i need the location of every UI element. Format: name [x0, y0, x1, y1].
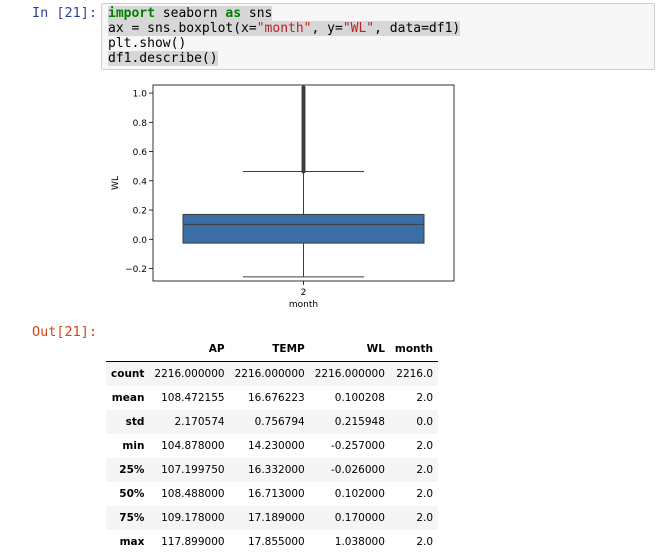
code-line-1: import seaborn as sns [108, 6, 273, 21]
code-text: seaborn [154, 6, 226, 21]
row-label: max [119, 536, 145, 548]
y-tick-label: 1.0 [133, 90, 148, 100]
table-cell: 17.855000 [247, 536, 305, 548]
y-tick-label: 0.8 [133, 119, 148, 129]
input-prompt: In [21]: [32, 5, 98, 21]
output-prompt: Out[21]: [32, 324, 98, 340]
row-label: min [122, 440, 145, 452]
column-header: month [389, 337, 439, 362]
table-cell: 2216.000000 [234, 368, 305, 380]
y-tick-label: −0.2 [125, 265, 147, 275]
boxplot-chart: −0.2 0.0 0.2 0.4 0.6 0.8 1.0 2 month WL [111, 84, 455, 310]
table-cell: -0.257000 [331, 440, 385, 452]
x-tick-label: 2 [301, 288, 307, 298]
table-cell: 0.102000 [334, 488, 385, 500]
table-row: 25% 107.199750 16.332000 -0.026000 2.0 [106, 458, 439, 482]
table-row: 75% 109.178000 17.189000 0.170000 2.0 [106, 506, 439, 530]
table-cell: 107.199750 [161, 464, 225, 476]
code-text: sns [241, 6, 273, 21]
table-row: max 117.899000 17.855000 1.038000 2.0 [106, 530, 438, 554]
table-cell: 108.472155 [161, 392, 225, 404]
table-cell: 0.215948 [334, 416, 385, 428]
table-cell: 2.0 [416, 512, 434, 524]
row-label: 75% [119, 512, 145, 524]
table-cell: 2.0 [416, 488, 434, 500]
table-cell: 2.0 [416, 536, 434, 548]
table-cell: 2216.0 [396, 368, 434, 380]
table-cell: 108.488000 [161, 488, 225, 500]
column-header: WL [309, 337, 390, 362]
code-line-2: ax = sns.boxplot(x="month", y="WL", data… [108, 21, 461, 36]
table-cell: 14.230000 [247, 440, 305, 452]
column-header [106, 337, 150, 362]
row-label: 25% [119, 464, 145, 476]
code-string: "month" [256, 21, 312, 36]
describe-table: AP TEMP WL month count 2216.000000 2216.… [106, 337, 439, 554]
table-cell: 0.100208 [334, 392, 385, 404]
table-row: min 104.878000 14.230000 -0.257000 2.0 [106, 434, 438, 458]
table-cell: 0.756794 [254, 416, 305, 428]
table-cell: 2216.000000 [154, 368, 225, 380]
y-tick-label: 0.2 [133, 207, 147, 217]
y-tick-label: 0.6 [133, 148, 148, 158]
table-row: std 2.170574 0.756794 0.215948 0.0 [106, 410, 439, 434]
column-header: TEMP [229, 337, 310, 362]
table-cell: 1.038000 [334, 536, 385, 548]
code-keyword: import [108, 6, 155, 21]
table-cell: 17.189000 [247, 512, 305, 524]
outlier-point [301, 85, 306, 90]
iqr-box [182, 213, 425, 244]
table-cell: 2.0 [416, 440, 434, 452]
table-cell: 16.713000 [247, 488, 305, 500]
table-cell: 117.899000 [161, 536, 225, 548]
table-cell: 0.170000 [334, 512, 385, 524]
table-cell: -0.026000 [331, 464, 385, 476]
x-axis-label: month [289, 300, 318, 310]
table-cell: 104.878000 [161, 440, 225, 452]
table-cell: 16.676223 [247, 392, 305, 404]
table-cell: 2.170574 [174, 416, 225, 428]
table-cell: 2.0 [416, 392, 434, 404]
code-cell[interactable]: import seaborn as sns ax = sns.boxplot(x… [101, 3, 655, 70]
y-tick-label: 0.4 [133, 177, 148, 187]
y-tick-label: 0.0 [133, 236, 148, 246]
table-cell: 16.332000 [247, 464, 305, 476]
column-header: AP [149, 337, 230, 362]
table-cell: 109.178000 [161, 512, 225, 524]
y-axis-label: WL [111, 176, 121, 190]
table-cell: 2216.000000 [314, 368, 385, 380]
code-keyword: as [225, 6, 242, 21]
code-text: , data=df1) [374, 21, 461, 36]
row-label: count [111, 368, 145, 380]
code-text: , y= [311, 21, 343, 36]
row-label: mean [111, 392, 145, 404]
code-line-3: plt.show() [108, 36, 187, 51]
table-row: 50% 108.488000 16.713000 0.102000 2.0 [106, 482, 438, 506]
code-line-4: df1.describe() [108, 51, 218, 66]
code-text: ax = sns.boxplot(x= [108, 21, 257, 36]
row-label: std [125, 416, 145, 428]
table-cell: 0.0 [416, 416, 434, 428]
table-header-row: AP TEMP WL month [106, 337, 439, 362]
table-cell: 2.0 [416, 464, 434, 476]
table-row: count 2216.000000 2216.000000 2216.00000… [106, 361, 439, 386]
row-label: 50% [119, 488, 145, 500]
table-row: mean 108.472155 16.676223 0.100208 2.0 [106, 386, 438, 410]
code-string: "WL" [342, 21, 375, 36]
